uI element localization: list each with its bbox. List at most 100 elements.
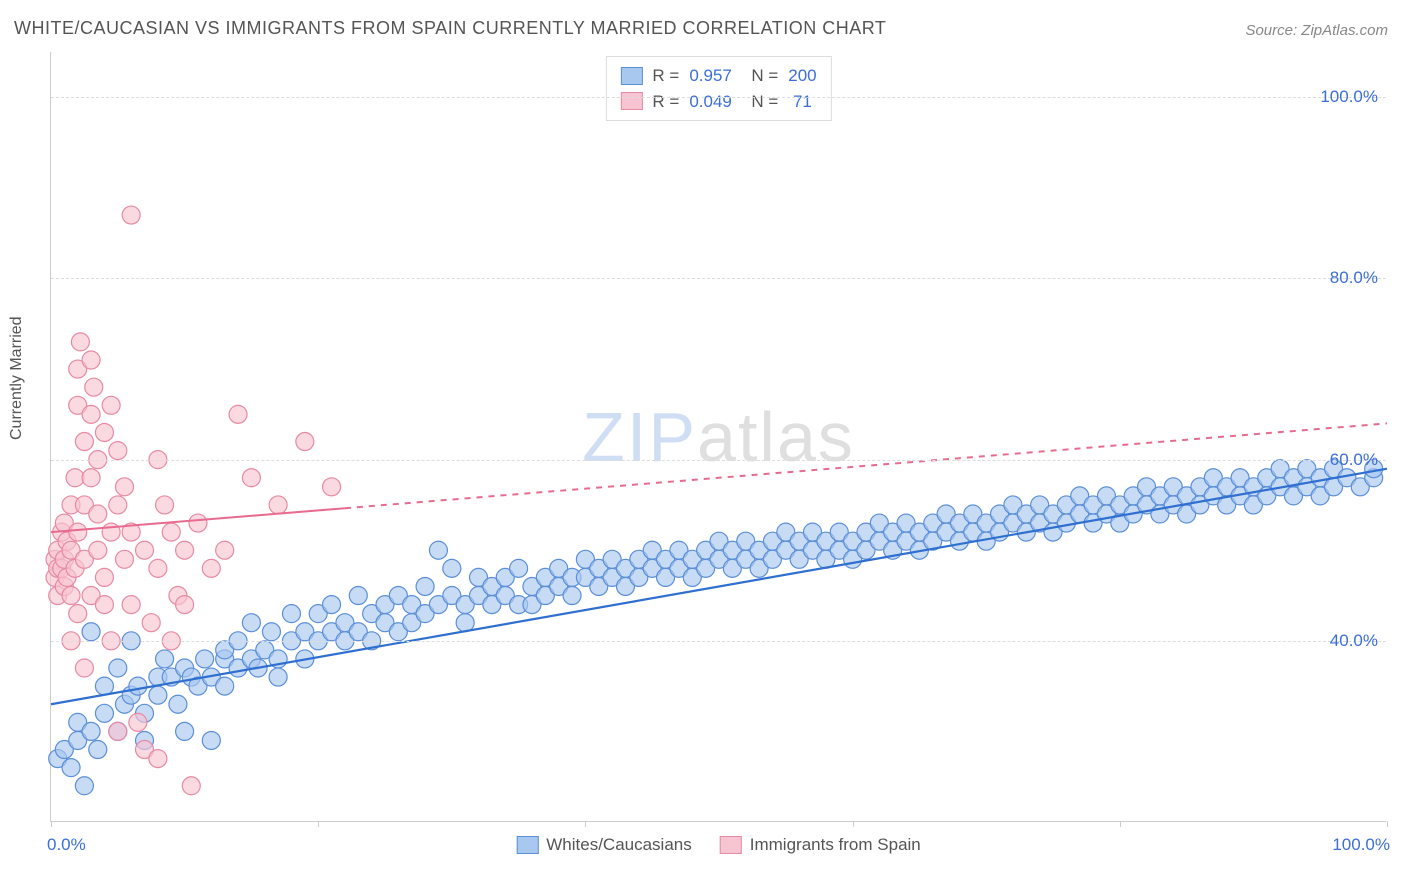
source-attribution: Source: ZipAtlas.com <box>1245 22 1388 39</box>
data-point-whites <box>323 596 341 614</box>
data-point-spain <box>95 596 113 614</box>
data-point-spain <box>95 423 113 441</box>
trendline-whites <box>51 469 1387 705</box>
data-point-spain <box>82 351 100 369</box>
gridline <box>51 460 1386 461</box>
data-point-spain <box>89 541 107 559</box>
bottom-legend: Whites/Caucasians Immigrants from Spain <box>516 835 921 855</box>
data-point-spain <box>122 206 140 224</box>
data-point-spain <box>122 596 140 614</box>
data-point-spain <box>75 659 93 677</box>
correlation-legend-box: R = 0.957 N = 200 R = 0.049 N = 71 <box>605 56 831 121</box>
data-point-whites <box>282 605 300 623</box>
data-point-whites <box>262 623 280 641</box>
data-point-spain <box>182 777 200 795</box>
data-point-whites <box>156 650 174 668</box>
r-value-whites: 0.957 <box>689 63 732 89</box>
data-point-whites <box>129 677 147 695</box>
data-point-spain <box>66 469 84 487</box>
data-point-spain <box>109 442 127 460</box>
data-point-whites <box>216 677 234 695</box>
y-tick-label: 80.0% <box>1330 268 1378 288</box>
data-point-spain <box>129 713 147 731</box>
data-point-spain <box>242 469 260 487</box>
data-point-spain <box>69 605 87 623</box>
r-label: R = <box>652 89 679 115</box>
data-point-whites <box>89 741 107 759</box>
data-point-whites <box>95 677 113 695</box>
chart-title: WHITE/CAUCASIAN VS IMMIGRANTS FROM SPAIN… <box>14 18 886 39</box>
n-value-whites: 200 <box>788 63 816 89</box>
data-point-whites <box>242 614 260 632</box>
n-label: N = <box>742 89 778 115</box>
data-point-spain <box>142 614 160 632</box>
legend-item-spain: Immigrants from Spain <box>720 835 921 855</box>
data-point-spain <box>115 550 133 568</box>
data-point-whites <box>109 659 127 677</box>
x-tick-mark <box>585 821 586 827</box>
data-point-whites <box>149 686 167 704</box>
data-point-spain <box>109 496 127 514</box>
data-point-spain <box>149 750 167 768</box>
gridline <box>51 97 1386 98</box>
data-point-spain <box>82 405 100 423</box>
data-point-whites <box>82 722 100 740</box>
data-point-whites <box>349 587 367 605</box>
gridline <box>51 641 1386 642</box>
legend-label-spain: Immigrants from Spain <box>750 835 921 855</box>
x-tick-mark <box>51 821 52 827</box>
data-point-whites <box>429 541 447 559</box>
data-point-spain <box>136 541 154 559</box>
data-point-spain <box>95 568 113 586</box>
data-point-whites <box>563 587 581 605</box>
data-point-spain <box>162 523 180 541</box>
data-point-spain <box>229 405 247 423</box>
x-axis-min-label: 0.0% <box>47 835 86 855</box>
x-tick-mark <box>853 821 854 827</box>
data-point-whites <box>196 650 214 668</box>
data-point-spain <box>71 333 89 351</box>
data-point-spain <box>82 469 100 487</box>
y-tick-label: 60.0% <box>1330 450 1378 470</box>
swatch-whites <box>516 836 538 854</box>
swatch-whites <box>620 67 642 85</box>
data-point-spain <box>176 596 194 614</box>
data-point-spain <box>176 541 194 559</box>
data-point-spain <box>216 541 234 559</box>
x-tick-mark <box>1120 821 1121 827</box>
data-point-spain <box>296 433 314 451</box>
legend-label-whites: Whites/Caucasians <box>546 835 692 855</box>
data-point-whites <box>75 777 93 795</box>
data-point-spain <box>156 496 174 514</box>
data-point-whites <box>62 759 80 777</box>
data-point-whites <box>82 623 100 641</box>
r-value-spain: 0.049 <box>689 89 732 115</box>
data-point-whites <box>202 731 220 749</box>
n-label: N = <box>742 63 778 89</box>
data-point-whites <box>510 559 528 577</box>
r-label: R = <box>652 63 679 89</box>
data-point-spain <box>149 559 167 577</box>
data-point-spain <box>115 478 133 496</box>
corr-row-whites: R = 0.957 N = 200 <box>620 63 816 89</box>
data-point-spain <box>189 514 207 532</box>
n-value-spain: 71 <box>788 89 812 115</box>
data-point-whites <box>443 559 461 577</box>
x-tick-mark <box>318 821 319 827</box>
data-point-spain <box>62 587 80 605</box>
data-point-whites <box>169 695 187 713</box>
data-point-whites <box>269 668 287 686</box>
swatch-spain <box>620 92 642 110</box>
data-point-spain <box>323 478 341 496</box>
chart-plot-area: ZIPatlas R = 0.957 N = 200 R = 0.049 N =… <box>50 52 1386 822</box>
data-point-spain <box>75 433 93 451</box>
data-point-whites <box>95 704 113 722</box>
y-tick-label: 40.0% <box>1330 631 1378 651</box>
data-point-whites <box>176 722 194 740</box>
data-point-whites <box>416 577 434 595</box>
legend-item-whites: Whites/Caucasians <box>516 835 692 855</box>
y-axis-label: Currently Married <box>8 316 26 440</box>
swatch-spain <box>720 836 742 854</box>
data-point-spain <box>85 378 103 396</box>
data-point-spain <box>109 722 127 740</box>
